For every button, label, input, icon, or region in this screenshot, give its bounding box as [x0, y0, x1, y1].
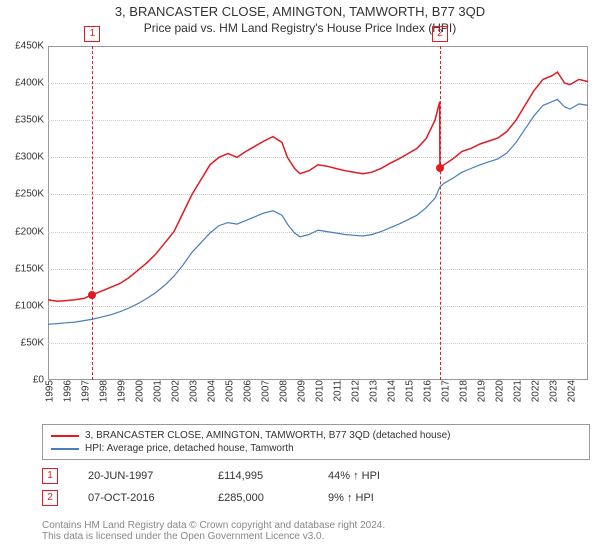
- y-axis-label: £400K: [15, 78, 48, 89]
- y-axis-label: £100K: [15, 300, 48, 311]
- event-date: 07-OCT-2016: [88, 492, 188, 504]
- x-axis-label: 2021: [509, 380, 524, 402]
- x-axis-label: 2007: [257, 380, 272, 402]
- event-delta: 9% ↑ HPI: [328, 492, 374, 504]
- x-axis-label: 1999: [113, 380, 128, 402]
- x-axis-label: 2012: [347, 380, 362, 402]
- x-axis-label: 2000: [131, 380, 146, 402]
- x-axis-label: 2001: [149, 380, 164, 402]
- y-axis-label: £250K: [15, 189, 48, 200]
- event-price: £285,000: [218, 492, 298, 504]
- event-date: 20-JUN-1997: [88, 470, 188, 482]
- x-axis-label: 2019: [473, 380, 488, 402]
- y-axis-label: £50K: [21, 337, 48, 348]
- x-axis-label: 2017: [437, 380, 452, 402]
- x-axis-label: 2011: [329, 380, 344, 402]
- x-axis-label: 2008: [275, 380, 290, 402]
- attribution-line2: This data is licensed under the Open Gov…: [42, 531, 590, 542]
- x-axis-label: 2016: [419, 380, 434, 402]
- legend-label: 3, BRANCASTER CLOSE, AMINGTON, TAMWORTH,…: [85, 430, 450, 441]
- x-axis-label: 2015: [401, 380, 416, 402]
- x-axis-label: 1998: [95, 380, 110, 402]
- x-axis-label: 2006: [239, 380, 254, 402]
- y-axis-label: £350K: [15, 115, 48, 126]
- event-row: 1 20-JUN-1997 £114,995 44% ↑ HPI: [42, 468, 380, 484]
- event-delta: 44% ↑ HPI: [328, 470, 380, 482]
- legend-swatch: [51, 448, 79, 450]
- series-line: [48, 72, 588, 301]
- attribution-line1: Contains HM Land Registry data © Crown c…: [42, 520, 590, 531]
- attribution: Contains HM Land Registry data © Crown c…: [42, 520, 590, 542]
- event-row: 2 07-OCT-2016 £285,000 9% ↑ HPI: [42, 490, 374, 506]
- x-axis-label: 2024: [563, 380, 578, 402]
- price-chart: £0£50K£100K£150K£200K£250K£300K£350K£400…: [48, 46, 588, 380]
- x-axis-label: 2022: [527, 380, 542, 402]
- x-axis-label: 2003: [185, 380, 200, 402]
- legend-item: 3, BRANCASTER CLOSE, AMINGTON, TAMWORTH,…: [51, 429, 581, 442]
- x-axis-label: 2009: [293, 380, 308, 402]
- x-axis-label: 1996: [59, 380, 74, 402]
- event-marker-box: 1: [42, 468, 58, 484]
- x-axis-label: 2004: [203, 380, 218, 402]
- legend-label: HPI: Average price, detached house, Tamw…: [85, 443, 294, 454]
- x-axis-label: 1997: [77, 380, 92, 402]
- x-axis-label: 2018: [455, 380, 470, 402]
- event-marker-box: 2: [432, 26, 448, 42]
- y-axis-label: £300K: [15, 152, 48, 163]
- x-axis-label: 2023: [545, 380, 560, 402]
- y-axis-label: £200K: [15, 226, 48, 237]
- y-axis-label: £150K: [15, 263, 48, 274]
- x-axis-label: 2014: [383, 380, 398, 402]
- chart-title: 3, BRANCASTER CLOSE, AMINGTON, TAMWORTH,…: [0, 0, 600, 19]
- x-axis-label: 2020: [491, 380, 506, 402]
- x-axis-label: 2010: [311, 380, 326, 402]
- x-axis-label: 2005: [221, 380, 236, 402]
- legend: 3, BRANCASTER CLOSE, AMINGTON, TAMWORTH,…: [42, 424, 590, 460]
- x-axis-label: 2013: [365, 380, 380, 402]
- event-price: £114,995: [218, 470, 298, 482]
- x-axis-label: 2002: [167, 380, 182, 402]
- event-marker-box: 2: [42, 490, 58, 506]
- x-axis-label: 1995: [41, 380, 56, 402]
- legend-item: HPI: Average price, detached house, Tamw…: [51, 442, 581, 455]
- event-marker-box: 1: [84, 26, 100, 42]
- legend-swatch: [51, 435, 79, 437]
- y-axis-label: £450K: [15, 41, 48, 52]
- series-line: [48, 99, 588, 324]
